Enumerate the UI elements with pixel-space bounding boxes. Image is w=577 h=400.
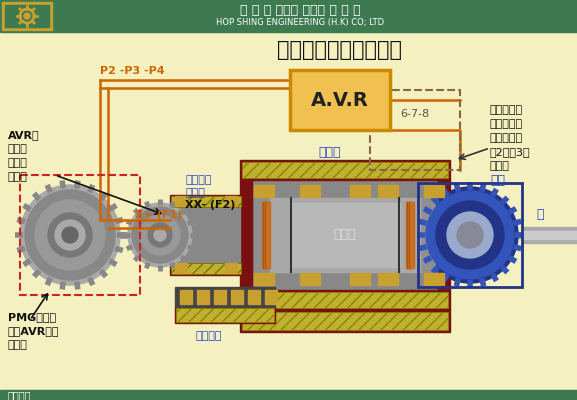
Bar: [240, 180, 252, 290]
Bar: [522, 227, 577, 243]
Bar: [263, 202, 267, 268]
Text: 主定子: 主定子: [319, 146, 341, 158]
Bar: [225, 263, 237, 273]
Bar: [180, 290, 192, 304]
Bar: [290, 203, 400, 267]
Bar: [175, 263, 187, 273]
Circle shape: [426, 191, 514, 279]
Circle shape: [457, 222, 483, 248]
Bar: [170, 262, 242, 275]
Bar: [248, 290, 260, 304]
Bar: [231, 290, 243, 304]
Bar: [0, 390, 577, 400]
Bar: [267, 202, 271, 268]
Bar: [290, 70, 390, 130]
Bar: [5, 5, 49, 27]
Bar: [265, 202, 269, 268]
Text: P2 -P3 -P4: P2 -P3 -P4: [100, 66, 164, 76]
Bar: [350, 185, 370, 197]
Circle shape: [132, 207, 188, 263]
Circle shape: [128, 203, 192, 267]
Circle shape: [55, 220, 85, 250]
Bar: [170, 195, 242, 208]
Circle shape: [35, 200, 105, 270]
Bar: [0, 0, 577, 32]
Bar: [270, 198, 420, 272]
Text: AVR输
出直流
电给励
磁定子: AVR输 出直流 电给励 磁定子: [8, 130, 40, 182]
Circle shape: [140, 215, 180, 255]
Text: PMG提供电
源给AVR（安
装时）: PMG提供电 源给AVR（安 装时）: [8, 312, 59, 350]
Circle shape: [154, 229, 166, 241]
Bar: [264, 202, 268, 268]
Bar: [242, 292, 448, 308]
Bar: [172, 208, 240, 262]
Bar: [0, 32, 577, 390]
Bar: [438, 180, 450, 290]
Bar: [176, 308, 274, 322]
Circle shape: [148, 223, 172, 247]
Bar: [255, 198, 435, 272]
Bar: [175, 307, 275, 323]
Bar: [240, 290, 450, 310]
Circle shape: [24, 13, 30, 19]
Bar: [424, 185, 444, 197]
Bar: [20, 175, 140, 295]
Text: 合 成 工 程（香 港）有 限 公 司: 合 成 工 程（香 港）有 限 公 司: [239, 4, 360, 16]
Bar: [214, 290, 226, 304]
Bar: [410, 202, 414, 268]
Circle shape: [48, 213, 92, 257]
Bar: [171, 196, 241, 207]
Text: 内部培训: 内部培训: [8, 390, 32, 400]
Bar: [225, 196, 237, 206]
Bar: [378, 273, 398, 285]
Bar: [300, 273, 320, 285]
Bar: [242, 312, 448, 330]
Bar: [370, 90, 460, 170]
Bar: [424, 273, 444, 285]
Bar: [522, 231, 577, 239]
Text: X+ (F1): X+ (F1): [135, 210, 182, 220]
Text: XX- (F2): XX- (F2): [185, 200, 235, 210]
Text: 发电机基本结构和电路: 发电机基本结构和电路: [278, 40, 403, 60]
Text: 主转子: 主转子: [334, 228, 356, 242]
Bar: [300, 185, 320, 197]
Text: A.V.R: A.V.R: [311, 90, 369, 110]
Bar: [407, 202, 411, 268]
Bar: [265, 290, 277, 304]
Circle shape: [447, 212, 493, 258]
Bar: [418, 183, 522, 287]
Circle shape: [62, 227, 78, 243]
Bar: [254, 185, 274, 197]
Circle shape: [25, 190, 115, 280]
Text: 从主定子来
的交流电源
和传感信号
（2相或3相
感应）: 从主定子来 的交流电源 和传感信号 （2相或3相 感应）: [490, 105, 531, 171]
Bar: [406, 202, 410, 268]
Bar: [350, 273, 370, 285]
Bar: [261, 202, 265, 268]
Bar: [175, 287, 275, 307]
Bar: [409, 202, 413, 268]
Text: 6-7-8: 6-7-8: [400, 109, 430, 119]
Text: 整流模块: 整流模块: [195, 331, 222, 341]
Bar: [240, 310, 450, 332]
Bar: [408, 202, 412, 268]
Circle shape: [20, 185, 120, 285]
Bar: [171, 263, 241, 274]
Bar: [240, 160, 450, 180]
Text: 轴承: 轴承: [490, 174, 505, 186]
Bar: [160, 230, 240, 240]
Bar: [197, 290, 209, 304]
Bar: [252, 180, 438, 290]
Text: HOP SHING ENGINEERING (H.K) CO; LTD: HOP SHING ENGINEERING (H.K) CO; LTD: [216, 18, 384, 28]
Bar: [242, 162, 448, 178]
Bar: [2, 2, 52, 30]
Bar: [175, 196, 187, 206]
Bar: [378, 185, 398, 197]
Circle shape: [422, 187, 518, 283]
Text: 励磁转子
和定子: 励磁转子 和定子: [185, 175, 212, 198]
Circle shape: [436, 201, 504, 269]
Text: 轴: 轴: [536, 208, 544, 222]
Bar: [254, 273, 274, 285]
